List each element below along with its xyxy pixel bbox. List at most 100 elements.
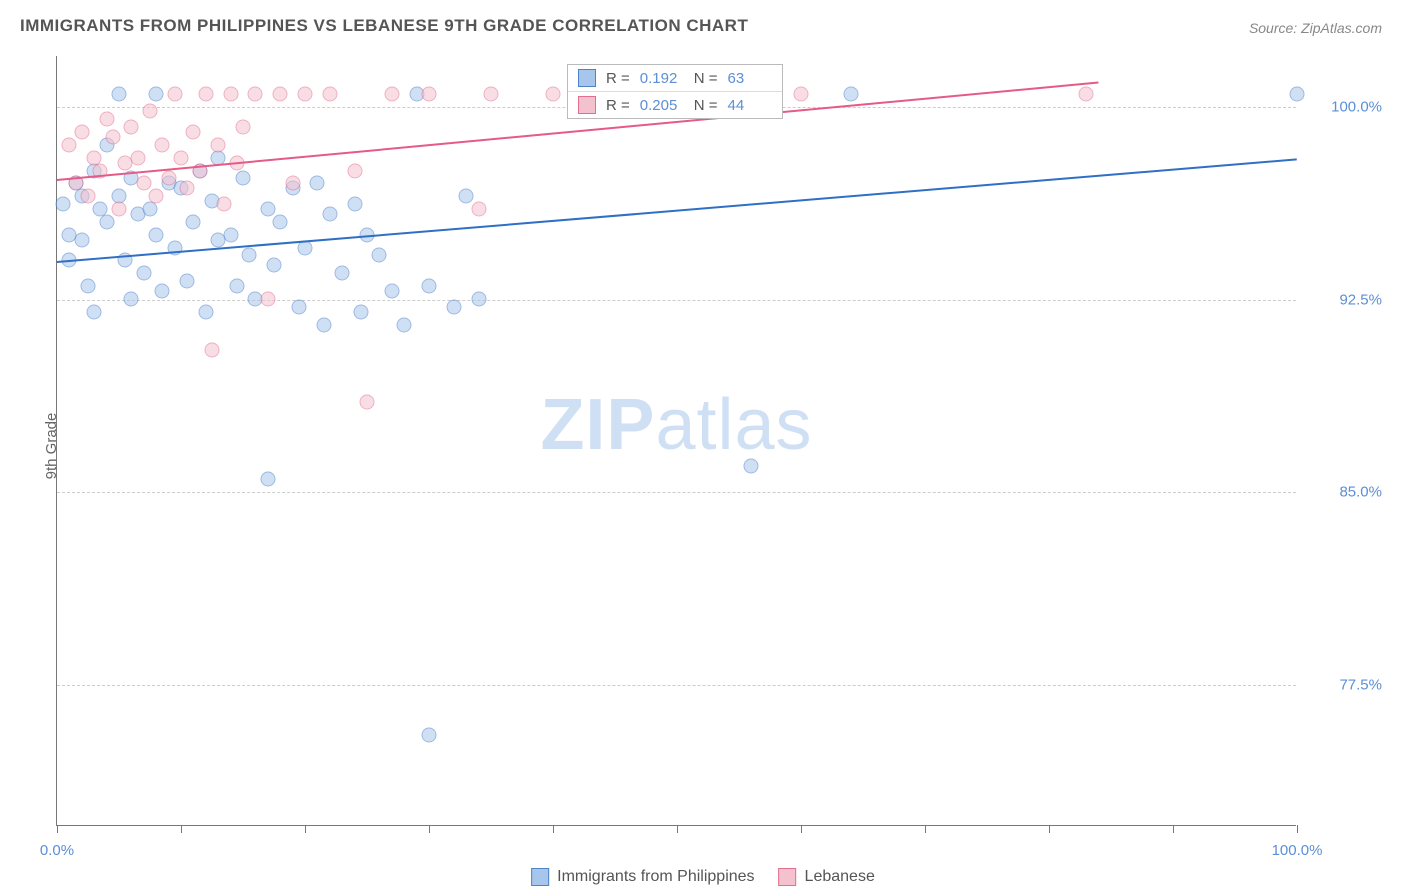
scatter-point xyxy=(112,86,127,101)
scatter-point xyxy=(260,202,275,217)
scatter-point xyxy=(143,104,158,119)
scatter-point xyxy=(136,176,151,191)
scatter-point xyxy=(471,291,486,306)
scatter-point xyxy=(260,471,275,486)
watermark-bold: ZIP xyxy=(540,385,655,465)
x-tick xyxy=(1173,825,1174,833)
scatter-point xyxy=(273,86,288,101)
legend-swatch xyxy=(531,868,549,886)
scatter-point xyxy=(236,171,251,186)
gridline xyxy=(57,300,1296,301)
watermark-rest: atlas xyxy=(655,385,812,465)
scatter-point xyxy=(149,227,164,242)
scatter-point xyxy=(223,86,238,101)
scatter-point xyxy=(384,284,399,299)
scatter-point xyxy=(422,279,437,294)
scatter-point xyxy=(1079,86,1094,101)
gridline xyxy=(57,685,1296,686)
scatter-point xyxy=(260,291,275,306)
scatter-point xyxy=(56,196,71,211)
scatter-point xyxy=(397,317,412,332)
scatter-point xyxy=(180,181,195,196)
x-tick xyxy=(305,825,306,833)
scatter-point xyxy=(347,196,362,211)
scatter-point xyxy=(161,171,176,186)
y-tick-label: 92.5% xyxy=(1302,291,1382,308)
scatter-point xyxy=(459,189,474,204)
legend-swatch xyxy=(578,69,596,87)
stats-r-label: R = xyxy=(606,97,630,114)
x-tick xyxy=(553,825,554,833)
x-tick xyxy=(181,825,182,833)
stats-n-label: N = xyxy=(694,70,718,87)
scatter-point xyxy=(298,86,313,101)
y-tick-label: 85.0% xyxy=(1302,484,1382,501)
scatter-point xyxy=(484,86,499,101)
scatter-point xyxy=(744,458,759,473)
scatter-point xyxy=(347,163,362,178)
source-attribution: Source: ZipAtlas.com xyxy=(1249,20,1382,36)
scatter-point xyxy=(322,86,337,101)
scatter-point xyxy=(285,176,300,191)
scatter-point xyxy=(360,394,375,409)
scatter-point xyxy=(1290,86,1305,101)
scatter-point xyxy=(794,86,809,101)
scatter-point xyxy=(186,125,201,140)
legend-label: Lebanese xyxy=(805,868,875,886)
scatter-point xyxy=(471,202,486,217)
scatter-point xyxy=(384,86,399,101)
stats-row: R =0.192N =63 xyxy=(568,65,782,91)
scatter-point xyxy=(217,196,232,211)
scatter-point xyxy=(136,266,151,281)
gridline xyxy=(57,492,1296,493)
scatter-point xyxy=(186,214,201,229)
x-tick xyxy=(57,825,58,833)
x-tick xyxy=(677,825,678,833)
x-tick xyxy=(1297,825,1298,833)
source-value: ZipAtlas.com xyxy=(1301,20,1382,36)
scatter-point xyxy=(322,207,337,222)
legend-item: Immigrants from Philippines xyxy=(531,868,754,886)
x-tick xyxy=(801,825,802,833)
scatter-point xyxy=(74,232,89,247)
bottom-legend: Immigrants from Philippines Lebanese xyxy=(531,868,875,886)
stats-box: R =0.192N =63R =0.205N =44 xyxy=(567,64,783,119)
chart-plot-area: ZIPatlas 77.5%85.0%92.5%100.0%0.0%100.0%… xyxy=(56,56,1296,826)
scatter-point xyxy=(149,86,164,101)
scatter-point xyxy=(155,137,170,152)
stats-r-value: 0.205 xyxy=(640,97,684,114)
scatter-point xyxy=(229,279,244,294)
chart-title: IMMIGRANTS FROM PHILIPPINES VS LEBANESE … xyxy=(20,16,748,36)
source-label: Source: xyxy=(1249,20,1297,36)
x-tick-label: 0.0% xyxy=(40,842,74,859)
scatter-point xyxy=(124,119,139,134)
scatter-point xyxy=(62,137,77,152)
y-tick-label: 77.5% xyxy=(1302,676,1382,693)
stats-r-value: 0.192 xyxy=(640,70,684,87)
scatter-point xyxy=(223,227,238,242)
scatter-point xyxy=(81,189,96,204)
stats-row: R =0.205N =44 xyxy=(568,91,782,118)
scatter-point xyxy=(273,214,288,229)
scatter-point xyxy=(843,86,858,101)
scatter-point xyxy=(422,728,437,743)
scatter-point xyxy=(316,317,331,332)
scatter-point xyxy=(149,189,164,204)
scatter-point xyxy=(267,258,282,273)
scatter-point xyxy=(130,150,145,165)
scatter-point xyxy=(198,304,213,319)
scatter-point xyxy=(124,291,139,306)
scatter-point xyxy=(236,119,251,134)
scatter-point xyxy=(248,86,263,101)
scatter-point xyxy=(99,112,114,127)
stats-r-label: R = xyxy=(606,70,630,87)
scatter-point xyxy=(198,86,213,101)
scatter-point xyxy=(211,137,226,152)
x-tick xyxy=(429,825,430,833)
x-tick xyxy=(925,825,926,833)
scatter-point xyxy=(167,86,182,101)
scatter-point xyxy=(99,214,114,229)
legend-label: Immigrants from Philippines xyxy=(557,868,754,886)
y-tick-label: 100.0% xyxy=(1302,99,1382,116)
scatter-point xyxy=(180,273,195,288)
